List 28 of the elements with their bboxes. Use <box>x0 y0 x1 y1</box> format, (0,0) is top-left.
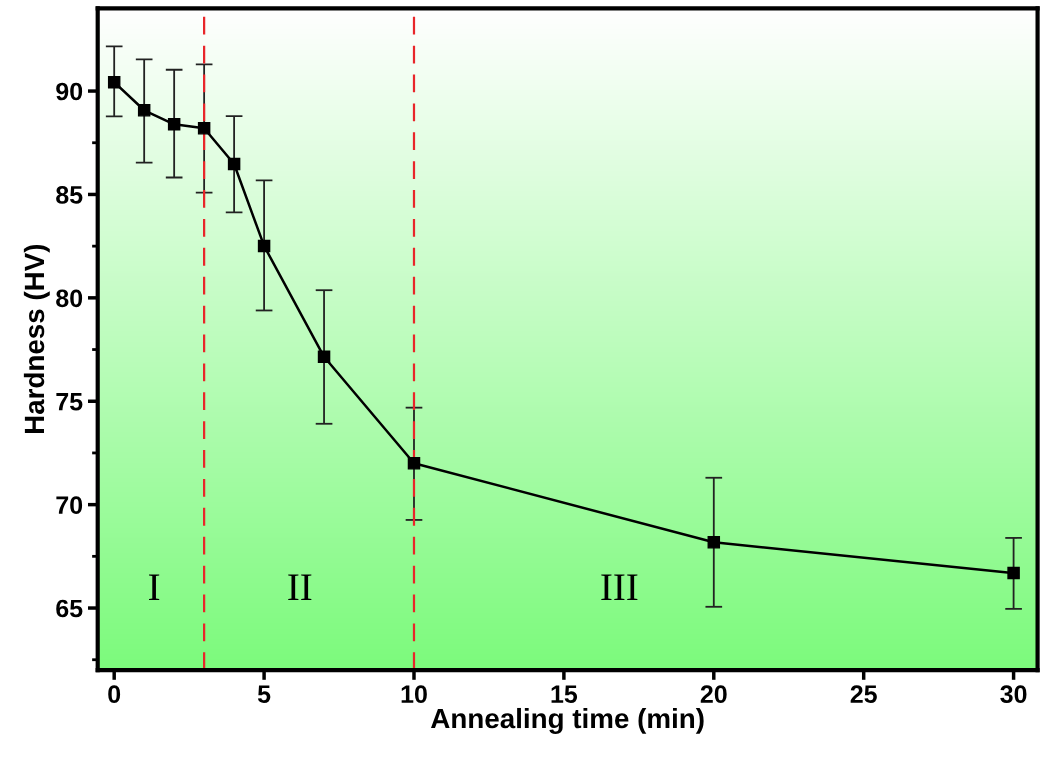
x-tick-label: 5 <box>257 685 271 704</box>
x-tick-label: 0 <box>108 685 121 704</box>
point <box>1007 566 1020 580</box>
annotation: I <box>149 574 160 601</box>
x-tick-label: 25 <box>850 685 877 704</box>
y-tick-label: 75 <box>56 393 83 411</box>
point <box>137 104 151 117</box>
y-tick-label: 85 <box>56 186 83 204</box>
x-axis-title: Annealing time (min) <box>430 707 704 734</box>
x-tick-label: 30 <box>1000 685 1027 704</box>
point <box>107 75 121 89</box>
point <box>227 157 241 171</box>
x-tick-label: 15 <box>551 685 578 704</box>
y-tick-label: 90 <box>56 82 83 101</box>
point <box>257 239 271 253</box>
annotation: III <box>601 574 638 601</box>
y-tick-label: 80 <box>56 289 83 308</box>
point <box>317 350 331 364</box>
y-tick-label: 65 <box>56 599 83 618</box>
annotation: II <box>288 574 312 601</box>
point <box>707 536 721 549</box>
x-tick-label: 10 <box>401 685 427 704</box>
point <box>407 457 421 470</box>
point <box>167 118 181 131</box>
y-axis-title: Hardness (HV) <box>23 244 50 434</box>
y-tick-label: 70 <box>56 496 83 514</box>
point <box>197 122 211 135</box>
x-tick-label: 20 <box>700 685 727 704</box>
